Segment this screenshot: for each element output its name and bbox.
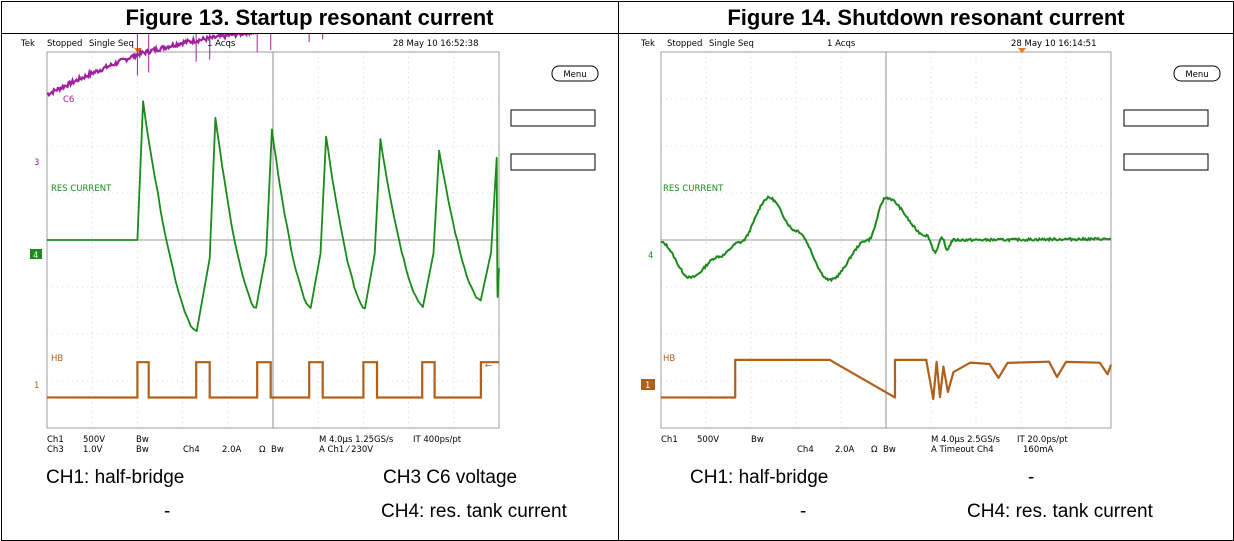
figure-14-title: Figure 14. Shutdown resonant current xyxy=(727,5,1125,30)
ch1-marker-box xyxy=(641,379,655,390)
readout-ch3-bw: Bw xyxy=(136,445,149,455)
waveform-traces xyxy=(660,195,1113,401)
ch4-marker: 4 xyxy=(33,251,38,261)
readout-ch4-bw: Bw xyxy=(271,445,284,455)
scope-figure-13: Tek Stopped Single Seq 1 Acqs 28 May 10 … xyxy=(1,0,618,464)
readout-ch4: Ch4 xyxy=(183,445,200,455)
readout-ch3-scale: 1.0V xyxy=(83,445,103,455)
trace-res-current xyxy=(660,195,1111,283)
ch4-label: RES CURRENT xyxy=(51,184,112,194)
scope-brand: Tek xyxy=(20,39,35,49)
fig13-caption-ch3: CH3 C6 voltage xyxy=(383,467,518,488)
fig13-caption-ch4: CH4: res. tank current xyxy=(381,501,567,522)
ch4-marker-box xyxy=(30,249,42,259)
scope-status: Stopped xyxy=(667,39,702,49)
scope-datetime: 28 May 10 16:52:38 xyxy=(393,39,479,49)
figure-13-title: Figure 13. Startup resonant current xyxy=(125,5,494,30)
ch3-label: C6 xyxy=(63,95,74,105)
ch4-marker: 4 xyxy=(648,251,653,261)
fig14-caption-blank-top: - xyxy=(1028,467,1035,488)
fig14-caption-ch1: CH1: half-bridge xyxy=(690,467,829,488)
readout-ch1-bw: Bw xyxy=(751,435,764,445)
ch1-marker: 1 xyxy=(645,381,650,391)
menu-button-label: Menu xyxy=(563,70,586,80)
ch1-label: HB xyxy=(51,354,63,364)
menu-button[interactable]: Menu xyxy=(1173,65,1221,82)
scope-datetime: 28 May 10 16:14:51 xyxy=(1011,39,1097,49)
menu-button[interactable]: Menu xyxy=(551,65,599,82)
scope-mode: Single Seq xyxy=(709,39,754,49)
softkey-box-1[interactable] xyxy=(1123,109,1209,127)
ch1-marker: 1 xyxy=(34,381,39,391)
fig13-caption-ch1: CH1: half-bridge xyxy=(46,467,185,488)
readout-trigger-level: 160mA xyxy=(1023,445,1054,455)
readout-interp: IT 20.0ps/pt xyxy=(1017,435,1068,445)
readout-interp: IT 400ps/pt xyxy=(413,435,462,445)
readout-timebase: M 4.0µs 1.25GS/s xyxy=(319,435,394,445)
fig14-caption-ch4: CH4: res. tank current xyxy=(967,501,1153,522)
ch1-label: HB xyxy=(663,354,675,364)
scope-brand: Tek xyxy=(640,39,655,49)
readout-ch1-scale: 500V xyxy=(697,435,719,445)
readout-trigger: A Timeout Ch4 xyxy=(931,445,994,455)
softkey-box-2[interactable] xyxy=(510,153,596,171)
readout-ch4-unit: Ω xyxy=(871,445,878,455)
fig14-caption-blank: - xyxy=(800,501,807,522)
trigger-position-marker xyxy=(1018,48,1026,53)
readout-ch4-scale: 2.0A xyxy=(222,445,242,455)
readout-ch3: Ch3 xyxy=(47,445,64,455)
readout-ch4-scale: 2.0A xyxy=(835,445,855,455)
scope-acqs: 1 Acqs xyxy=(207,39,236,49)
ch3-marker: 3 xyxy=(34,158,39,168)
title-rule xyxy=(1,33,1233,34)
scope-13-screen: Tek Stopped Single Seq 1 Acqs 28 May 10 … xyxy=(20,0,599,455)
readout-ch1-scale: 500V xyxy=(83,435,105,445)
trace-hb xyxy=(660,358,1113,401)
scope-acqs: 1 Acqs xyxy=(827,39,856,49)
scope-mode: Single Seq xyxy=(89,39,134,49)
scope-14-screen: Tek Stopped Single Seq 1 Acqs 28 May 10 … xyxy=(640,39,1221,455)
trace-res-current xyxy=(47,100,500,332)
softkey-box-1[interactable] xyxy=(510,109,596,127)
readout-timebase: M 4.0µs 2.5GS/s xyxy=(931,435,1000,445)
readout-ch1: Ch1 xyxy=(661,435,678,445)
readout-ch1-bw: Bw xyxy=(136,435,149,445)
readout-trigger: A Ch1 ⁄ 230V xyxy=(319,445,373,455)
readout-ch4-unit: Ω xyxy=(259,445,266,455)
softkey-box-2[interactable] xyxy=(1123,153,1209,171)
scope-figure-14: Tek Stopped Single Seq 1 Acqs 28 May 10 … xyxy=(619,34,1234,464)
menu-button-label: Menu xyxy=(1185,70,1208,80)
readout-ch4: Ch4 xyxy=(797,445,814,455)
fig13-caption-blank: - xyxy=(164,501,171,522)
readout-ch1: Ch1 xyxy=(47,435,64,445)
trigger-level-arrow: ← xyxy=(485,361,492,371)
ch4-label: RES CURRENT xyxy=(663,184,724,194)
trace-hb xyxy=(46,361,499,399)
readout-ch4-bw: Bw xyxy=(883,445,896,455)
column-divider xyxy=(618,1,619,540)
scope-status: Stopped xyxy=(47,39,82,49)
